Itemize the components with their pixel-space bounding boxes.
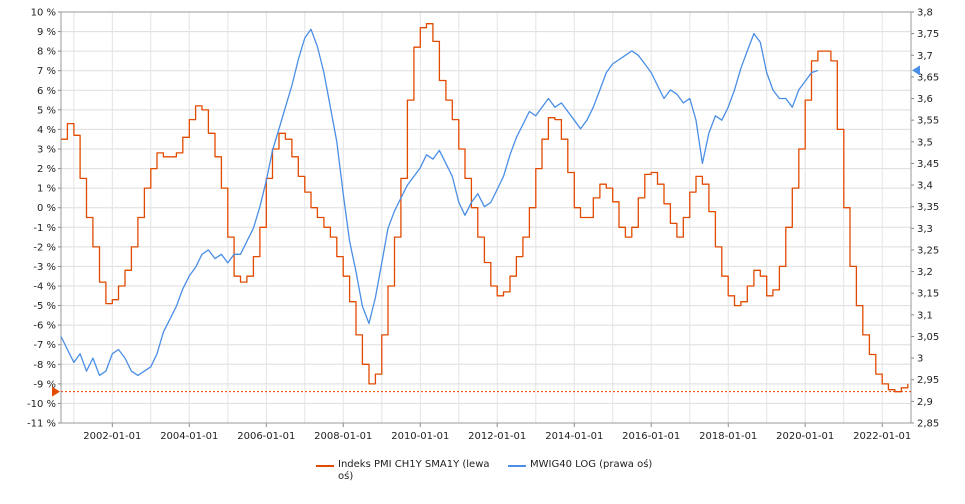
left-tick-label: 4 % — [37, 125, 56, 136]
right-tick-label: 3 — [917, 354, 923, 365]
legend-label-pmi: Indeks PMI CH1Y SMA1Y (lewa oś) — [338, 459, 490, 482]
left-tick-label: -3 % — [33, 262, 56, 273]
series-line-1 — [60, 28, 819, 377]
x-tick-label: 2006-01-01 — [237, 431, 295, 442]
x-tick-label: 2008-01-01 — [314, 431, 372, 442]
left-tick-label: -2 % — [33, 242, 56, 253]
right-tick-label: 2,85 — [917, 419, 939, 430]
right-tick-label: 3,65 — [917, 72, 939, 83]
series-line-0 — [61, 23, 909, 393]
left-tick-label: 0 % — [37, 203, 56, 214]
right-tick-label: 3,55 — [917, 116, 939, 127]
left-tick-label: -6 % — [33, 321, 56, 332]
right-tick-label: 3,1 — [917, 310, 933, 321]
last-value-marker-0 — [52, 386, 60, 397]
x-tick-label: 2004-01-01 — [160, 431, 218, 442]
right-tick-label: 3,35 — [917, 202, 939, 213]
left-tick-label: -11 % — [27, 419, 56, 430]
left-tick-label: -10 % — [27, 399, 56, 410]
x-tick-label: 2014-01-01 — [545, 431, 603, 442]
plot-area — [61, 12, 911, 423]
x-tick-label: 2020-01-01 — [776, 431, 834, 442]
left-tick-label: 5 % — [37, 105, 56, 116]
x-tick-label: 2022-01-01 — [853, 431, 911, 442]
x-tick-label: 2018-01-01 — [699, 431, 757, 442]
right-tick-label: 2,9 — [917, 397, 933, 408]
right-tick-label: 3,8 — [917, 8, 933, 19]
legend-label-mwig40: MWIG40 LOG (prawa oś) — [530, 459, 653, 470]
right-tick-label: 3,5 — [917, 137, 933, 148]
x-tick-label: 2016-01-01 — [622, 431, 680, 442]
left-tick-label: 6 % — [37, 86, 56, 97]
right-tick-label: 3,6 — [917, 94, 933, 105]
x-tick-label: 2012-01-01 — [468, 431, 526, 442]
left-tick-label: 1 % — [37, 184, 56, 195]
left-tick-label: -1 % — [33, 223, 56, 234]
legend-swatch-pmi — [316, 465, 334, 467]
right-tick-label: 3,45 — [917, 159, 939, 170]
right-tick-label: 3,4 — [917, 181, 933, 192]
left-tick-label: -8 % — [33, 360, 56, 371]
last-value-marker-1 — [912, 65, 920, 76]
left-tick-label: -9 % — [33, 379, 56, 390]
left-tick-label: 7 % — [37, 66, 56, 77]
x-tick-label: 2010-01-01 — [391, 431, 449, 442]
right-tick-label: 3,2 — [917, 267, 933, 278]
legend-swatch-mwig40 — [508, 465, 526, 467]
left-tick-label: 2 % — [37, 164, 56, 175]
right-tick-label: 2,95 — [917, 375, 939, 386]
left-tick-label: 9 % — [37, 27, 56, 38]
left-tick-label: -4 % — [33, 282, 56, 293]
right-tick-label: 3,3 — [917, 224, 933, 235]
left-tick-label: -7 % — [33, 340, 56, 351]
legend-item-pmi: Indeks PMI CH1Y SMA1Y (lewa oś) — [316, 459, 498, 483]
left-tick-label: -5 % — [33, 301, 56, 312]
right-tick-label: 3,25 — [917, 245, 939, 256]
right-tick-label: 3,05 — [917, 332, 939, 343]
legend: Indeks PMI CH1Y SMA1Y (lewa oś) MWIG40 L… — [316, 459, 670, 483]
x-tick-label: 2002-01-01 — [83, 431, 141, 442]
right-tick-label: 3,75 — [917, 29, 939, 40]
left-tick-label: 10 % — [31, 8, 56, 19]
right-tick-label: 3,7 — [917, 51, 933, 62]
left-tick-label: 8 % — [37, 47, 56, 58]
plot-frame — [60, 11, 912, 424]
legend-item-mwig40: MWIG40 LOG (prawa oś) — [508, 459, 670, 483]
left-tick-label: 3 % — [37, 145, 56, 156]
right-tick-label: 3,15 — [917, 289, 939, 300]
